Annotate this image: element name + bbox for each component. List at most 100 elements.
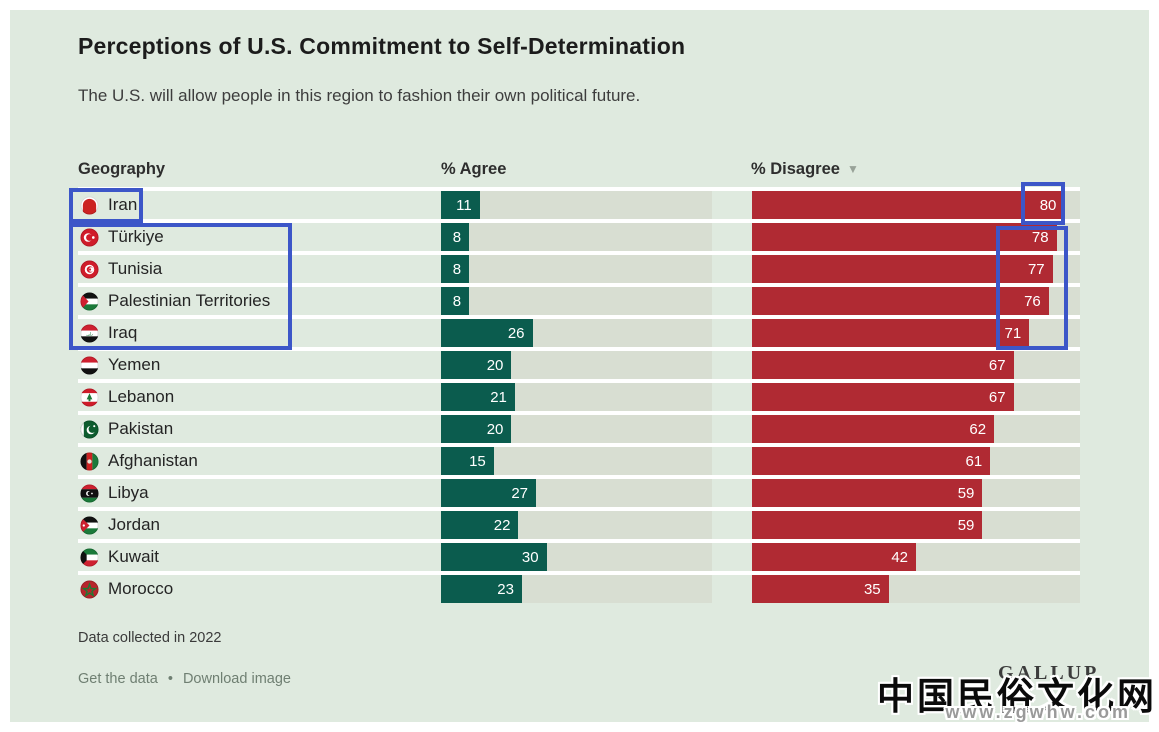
country-label: Yemen [108, 355, 161, 374]
flag-morocco-icon [80, 579, 99, 599]
disagree-value-label: 67 [988, 356, 1006, 374]
geography-cell: Jordan [78, 511, 441, 539]
agree-bar[interactable]: 22 [441, 511, 519, 539]
disagree-bar-track: 35 [752, 575, 1080, 603]
disagree-bar-track: 67 [752, 351, 1080, 379]
data-collected-note: Data collected in 2022 [78, 630, 222, 646]
country-label: Türkiye [108, 227, 164, 246]
geography-cell: Morocco [78, 575, 441, 603]
disagree-bar[interactable]: 59 [752, 511, 983, 539]
country-label: Morocco [108, 579, 174, 598]
country-label: Iran [108, 195, 138, 214]
disagree-value-label: 76 [1024, 292, 1041, 310]
agree-bar-track: 8 [441, 255, 712, 283]
disagree-bar[interactable]: 61 [752, 447, 991, 475]
agree-bar[interactable]: 8 [441, 255, 470, 283]
country-label: Libya [108, 483, 149, 502]
agree-value-label: 30 [521, 548, 539, 566]
watermark-chinese-text: 中国民俗文化网 [877, 675, 1157, 718]
agree-bar[interactable]: 26 [441, 319, 533, 347]
agree-bar-track: 15 [441, 447, 712, 475]
page-title: Perceptions of U.S. Commitment to Self-D… [78, 33, 686, 59]
disagree-bar[interactable]: 67 [752, 351, 1014, 379]
flag-jordan-icon [80, 515, 99, 535]
agree-bar[interactable]: 20 [441, 415, 512, 443]
disagree-value-label: 71 [1004, 324, 1022, 342]
column-gap [712, 479, 752, 507]
column-header-disagree-label: % Disagree [751, 160, 840, 178]
gallup-logo: GALLUP [998, 662, 1100, 684]
agree-bar-track: 27 [441, 479, 712, 507]
country-label: Kuwait [108, 547, 160, 566]
disagree-bar[interactable]: 59 [752, 479, 983, 507]
disagree-bar[interactable]: 77 [752, 255, 1053, 283]
disagree-bar-track: 62 [752, 415, 1080, 443]
disagree-value-label: 67 [988, 388, 1006, 406]
flag-lebanon-icon [80, 387, 99, 407]
column-gap [712, 319, 752, 347]
disagree-bar-track: 42 [752, 543, 1080, 571]
agree-bar[interactable]: 8 [441, 223, 470, 251]
disagree-value-label: 59 [957, 484, 975, 502]
agree-bar-track: 8 [441, 287, 712, 315]
geography-cell: Afghanistan [78, 447, 441, 475]
country-label: Afghanistan [108, 451, 198, 470]
flag-afghanistan-icon [80, 451, 99, 471]
agree-bar[interactable]: 30 [441, 543, 547, 571]
agree-bar[interactable]: 21 [441, 383, 515, 411]
disagree-bar[interactable]: 42 [752, 543, 916, 571]
column-gap [712, 255, 752, 283]
agree-bar-track: 11 [441, 191, 712, 219]
column-header-agree[interactable]: % Agree [441, 160, 507, 178]
disagree-value-label: 61 [965, 452, 983, 470]
country-label: Jordan [108, 515, 160, 534]
disagree-bar-track: 77 [752, 255, 1080, 283]
disagree-bar[interactable]: 80 [752, 191, 1065, 219]
disagree-bar-track: 80 [752, 191, 1080, 219]
agree-value-label: 22 [493, 516, 511, 534]
column-header-disagree[interactable]: % Disagree ▼ [751, 160, 859, 179]
agree-value-label: 8 [452, 228, 462, 246]
agree-bar[interactable]: 8 [441, 287, 470, 315]
geography-cell: Türkiye [78, 223, 441, 251]
agree-bar-track: 26 [441, 319, 712, 347]
agree-bar[interactable]: 15 [441, 447, 494, 475]
flag-pakistan-icon [80, 419, 99, 439]
disagree-value-label: 62 [969, 420, 987, 438]
table-row: Afghanistan 15 61 [78, 443, 1080, 475]
agree-value-label: 27 [511, 484, 529, 502]
agree-bar[interactable]: 23 [441, 575, 522, 603]
geography-cell: Lebanon [78, 383, 441, 411]
flag-kuwait-icon [80, 547, 99, 567]
disagree-value-label: 35 [863, 580, 881, 598]
column-gap [712, 511, 752, 539]
disagree-bar-track: 67 [752, 383, 1080, 411]
agree-bar-track: 8 [441, 223, 712, 251]
table-row: Morocco 23 35 [78, 571, 1080, 603]
agree-value-label: 15 [469, 452, 486, 470]
table-row: Tunisia 8 77 [78, 251, 1080, 283]
get-the-data-link[interactable]: Get the data [78, 671, 158, 687]
disagree-bar[interactable]: 62 [752, 415, 995, 443]
agree-value-label: 20 [486, 356, 504, 374]
disagree-bar[interactable]: 71 [752, 319, 1030, 347]
agree-bar[interactable]: 20 [441, 351, 512, 379]
flag-tunisia-icon [80, 259, 99, 279]
disagree-bar[interactable]: 67 [752, 383, 1014, 411]
annotation-box-iran-disagree-value [1021, 182, 1065, 225]
geography-cell: Libya [78, 479, 441, 507]
disagree-bar[interactable]: 35 [752, 575, 889, 603]
country-label: Iraq [108, 323, 138, 342]
agree-bar[interactable]: 11 [441, 191, 480, 219]
chart-subtitle: The U.S. will allow people in this regio… [78, 86, 641, 105]
agree-bar[interactable]: 27 [441, 479, 537, 507]
download-image-link[interactable]: Download image [182, 671, 291, 687]
table-row: Lebanon 21 67 [78, 379, 1080, 411]
footer-links: Get the data • Download image [78, 671, 291, 687]
agree-bar-track: 20 [441, 415, 712, 443]
table-row: ىلى Iraq 26 71 [78, 315, 1080, 347]
disagree-bar-track: 61 [752, 447, 1080, 475]
disagree-bar-track: 71 [752, 319, 1080, 347]
column-gap [712, 543, 752, 571]
